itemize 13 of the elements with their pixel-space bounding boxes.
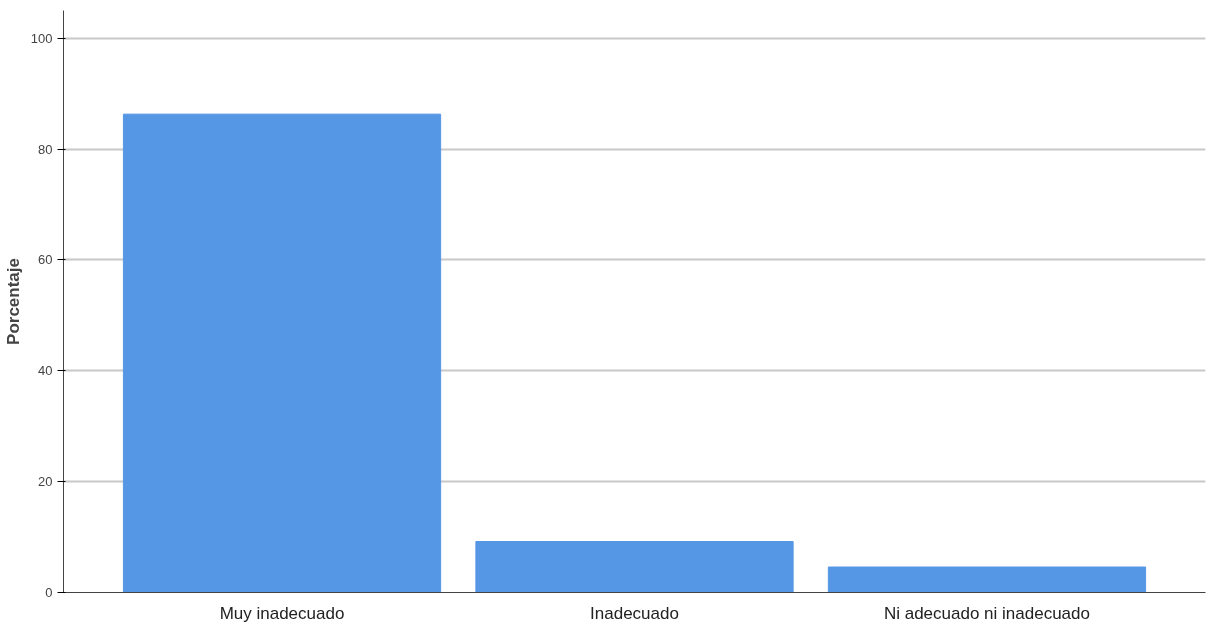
bar	[475, 541, 794, 593]
y-tick-label: 80	[38, 141, 53, 157]
bar	[122, 113, 442, 593]
x-tick-label: Ni adecuado ni inadecuado	[883, 603, 1091, 623]
y-axis-title: Porcentaje	[3, 258, 23, 345]
bar	[827, 566, 1147, 593]
x-tick-label: Inadecuado	[590, 603, 679, 623]
y-tick-label: 0	[45, 585, 53, 600]
x-tick-label: Muy inadecuado	[219, 603, 345, 623]
y-tick-label: 20	[38, 474, 53, 490]
y-tick-label: 40	[38, 363, 53, 379]
y-tick-label: 100	[30, 30, 53, 46]
y-tick-label: 60	[38, 252, 53, 268]
